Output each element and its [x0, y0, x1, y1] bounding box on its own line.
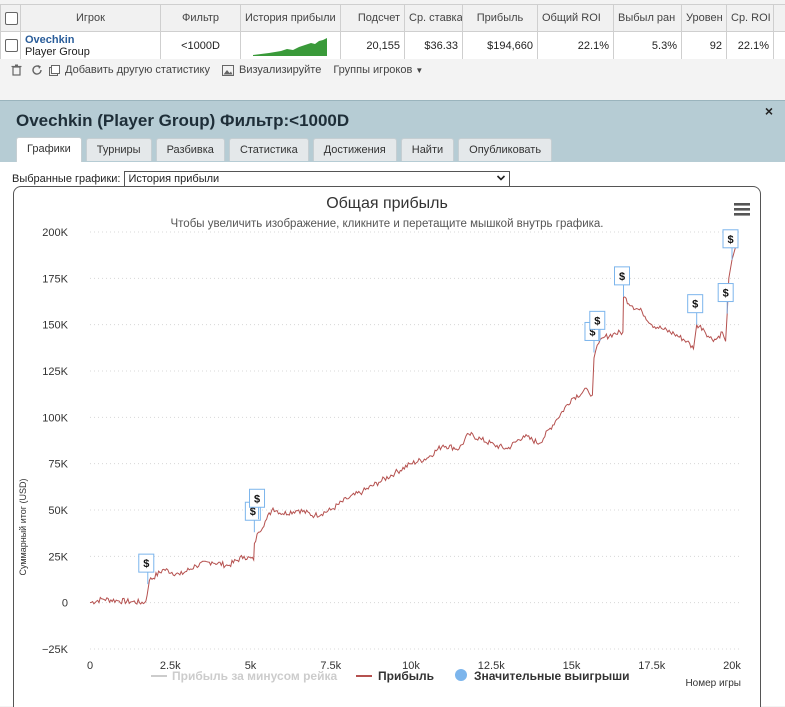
big-win-marker[interactable]: $ [718, 284, 733, 314]
overflow-cell [774, 32, 785, 60]
chart-selector-label: Выбранные графики: [12, 173, 120, 185]
y-tick-label: 125K [42, 366, 68, 378]
y-tick-label: 75K [48, 459, 68, 471]
player-cell[interactable]: Ovechkin Player Group [21, 32, 161, 60]
refresh-icon[interactable] [31, 64, 43, 76]
tab-achievements[interactable]: Достижения [313, 138, 397, 161]
player-groups-dropdown[interactable]: Группы игроков ▼ [333, 64, 423, 76]
svg-text:$: $ [723, 288, 729, 300]
caret-down-icon: ▼ [415, 66, 423, 75]
tab-charts[interactable]: Графики [16, 137, 82, 162]
legend-symbol-big-wins [455, 669, 467, 681]
col-profit[interactable]: Прибыль [463, 5, 538, 32]
panel-tabs: Графики Турниры Разбивка Статистика Дост… [16, 138, 556, 162]
table-header-row: Игрок Фильтр История прибыли Подсчет Ср.… [1, 5, 785, 32]
trash-icon[interactable] [10, 64, 22, 76]
col-total-roi[interactable]: Общий ROI [538, 5, 614, 32]
stats-table: Игрок Фильтр История прибыли Подсчет Ср.… [0, 4, 785, 60]
profit-chart[interactable]: Общая прибыль Чтобы увеличить изображени… [13, 186, 761, 707]
player-group-label: Player Group [25, 46, 156, 58]
svg-text:$: $ [143, 558, 149, 570]
close-icon[interactable]: × [765, 103, 773, 119]
col-level[interactable]: Уровен [682, 5, 727, 32]
col-filter[interactable]: Фильтр [161, 5, 241, 32]
player-name-link[interactable]: Ovechkin [25, 34, 156, 46]
col-avg-roi[interactable]: Ср. ROI [727, 5, 774, 32]
player-groups-label: Группы игроков [333, 64, 412, 76]
svg-text:$: $ [619, 271, 625, 283]
col-profit-history[interactable]: История прибыли [241, 5, 341, 32]
add-stats-icon [48, 64, 60, 76]
count-cell: 20,155 [341, 32, 405, 60]
avg-stake-cell: $36.33 [405, 32, 463, 60]
chart-legend: Прибыль за минусом рейка Прибыль Значите… [151, 669, 630, 683]
table-toolbar: Добавить другую статистику Визуализируйт… [0, 59, 785, 81]
svg-text:$: $ [254, 493, 260, 505]
y-tick-label: 50K [48, 505, 68, 517]
legend-item-big-wins[interactable]: Значительные выигрыши [474, 669, 630, 683]
legend-item-net[interactable]: Прибыль за минусом рейка [172, 669, 337, 683]
level-cell: 92 [682, 32, 727, 60]
y-tick-label: 100K [42, 412, 68, 424]
profit-cell: $194,660 [463, 32, 538, 60]
chart-selector-value: История прибыли [128, 173, 219, 185]
profit-sparkline [253, 36, 329, 56]
svg-text:$: $ [594, 315, 600, 327]
x-tick-label: 17.5k [638, 660, 665, 672]
add-stats-button[interactable]: Добавить другую статистику [48, 64, 210, 76]
visualize-label: Визуализируйте [239, 64, 321, 76]
filter-cell: <1000D [161, 32, 241, 60]
add-stats-label: Добавить другую статистику [65, 64, 210, 76]
select-all-checkbox[interactable] [1, 5, 21, 32]
y-tick-label: −25K [42, 644, 69, 656]
y-tick-label: 150K [42, 320, 68, 332]
chart-title: Общая прибыль [326, 195, 448, 212]
total-roi-cell: 22.1% [538, 32, 614, 60]
col-overflow [774, 5, 785, 32]
y-tick-label: 175K [42, 273, 68, 285]
avg-roi-cell: 22.1% [727, 32, 774, 60]
col-early-out[interactable]: Выбыл ран [614, 5, 682, 32]
x-tick-label: 0 [87, 660, 93, 672]
chart-menu-icon[interactable] [734, 203, 750, 216]
profit-series-line[interactable] [90, 242, 737, 604]
big-win-marker[interactable]: $ [615, 267, 630, 297]
y-tick-label: 0 [62, 598, 68, 610]
row-checkbox[interactable] [1, 32, 21, 60]
big-win-marker[interactable]: $ [723, 230, 738, 260]
col-player[interactable]: Игрок [21, 5, 161, 32]
col-count[interactable]: Подсчет [341, 5, 405, 32]
tab-find[interactable]: Найти [401, 138, 454, 161]
svg-text:$: $ [727, 234, 733, 246]
player-panel: Ovechkin (Player Group) Фильтр:<1000D × … [0, 100, 785, 706]
chart-selector-row: Выбранные графики: История прибыли [12, 171, 510, 187]
chart-subtitle: Чтобы увеличить изображение, кликните и … [171, 218, 604, 230]
x-tick-label: 20k [723, 660, 741, 672]
panel-title: Ovechkin (Player Group) Фильтр:<1000D [16, 111, 349, 131]
early-out-cell: 5.3% [614, 32, 682, 60]
tab-breakdown[interactable]: Разбивка [156, 138, 225, 161]
svg-text:$: $ [250, 506, 256, 518]
big-win-marker[interactable]: $ [688, 295, 703, 325]
image-icon [222, 64, 234, 76]
chart-svg[interactable]: Общая прибыль Чтобы увеличить изображени… [14, 187, 760, 707]
tab-publish[interactable]: Опубликовать [458, 138, 552, 161]
col-avg-stake[interactable]: Ср. ставка [405, 5, 463, 32]
svg-text:$: $ [692, 299, 698, 311]
tab-content: Выбранные графики: История прибыли Общая… [0, 162, 785, 706]
x-axis-title: Номер игры [685, 678, 741, 689]
legend-item-profit[interactable]: Прибыль [378, 669, 434, 683]
chart-selector[interactable]: История прибыли [124, 171, 510, 187]
y-tick-label: 25K [48, 551, 68, 563]
table-row[interactable]: Ovechkin Player Group <1000D 20,155 $36.… [1, 32, 785, 60]
tab-tournaments[interactable]: Турниры [86, 138, 152, 161]
y-axis-title: Суммарный итог (USD) [18, 478, 28, 575]
visualize-button[interactable]: Визуализируйте [222, 64, 321, 76]
profit-history-cell[interactable] [241, 32, 341, 60]
y-tick-label: 200K [42, 227, 68, 239]
big-win-marker[interactable]: $ [139, 554, 154, 584]
tab-statistics[interactable]: Статистика [229, 138, 309, 161]
